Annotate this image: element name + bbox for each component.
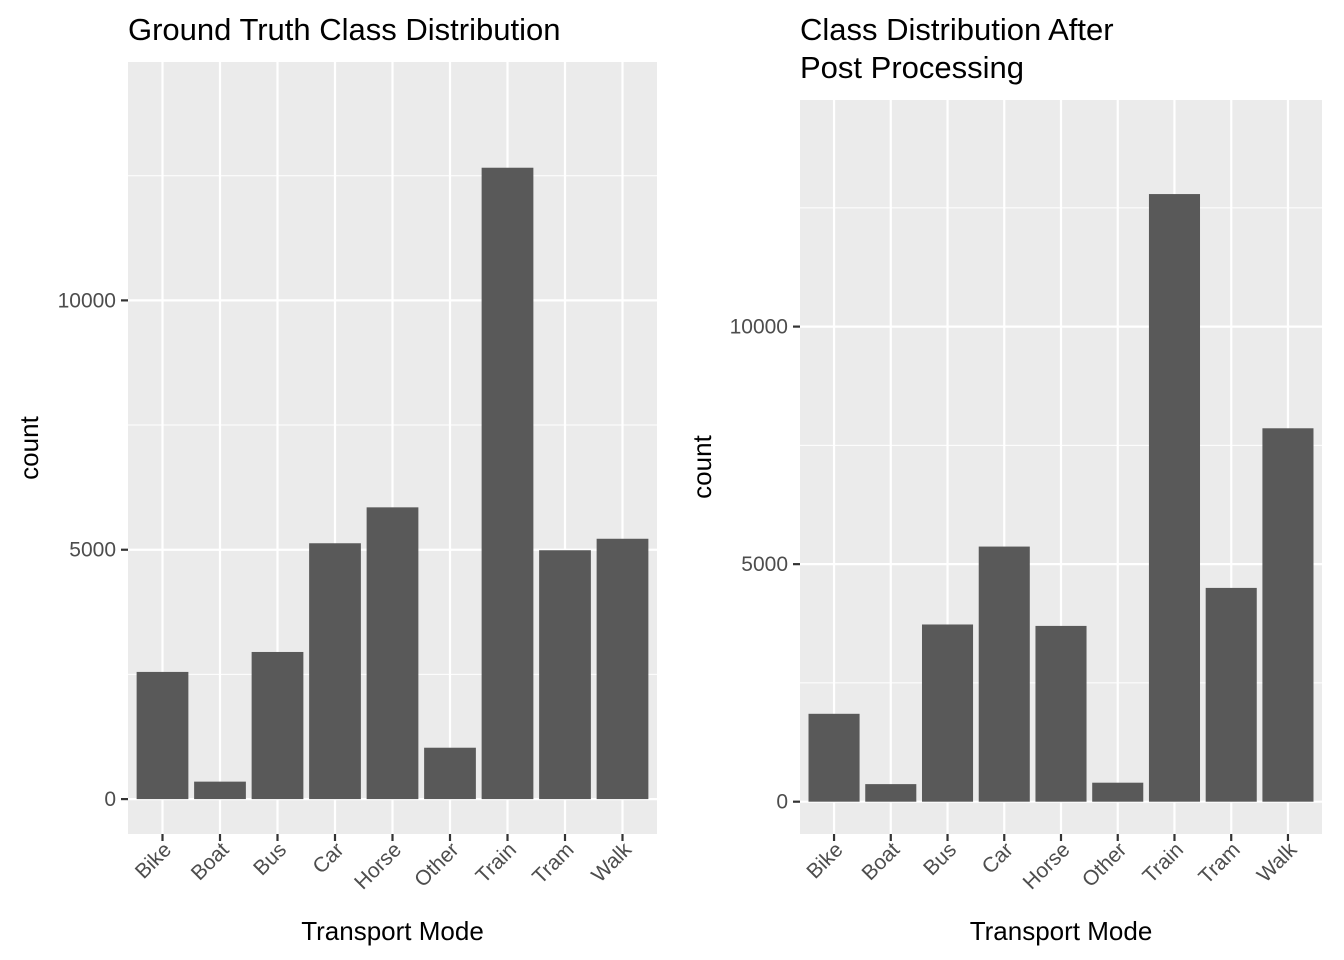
y-tick-label: 5000	[69, 539, 116, 562]
y-tick-label: 10000	[730, 316, 788, 339]
x-axis-title: Transport Mode	[970, 916, 1153, 946]
y-axis-title: count	[14, 415, 44, 479]
y-tick-label: 10000	[58, 289, 116, 312]
bar-bike	[136, 671, 189, 800]
x-tick-label: Other	[1078, 838, 1131, 891]
x-tick-label: Bike	[802, 838, 847, 883]
chart-title: Ground Truth Class Distribution	[128, 12, 560, 47]
bar-tram	[1205, 587, 1257, 802]
x-tick-label: Car	[308, 838, 348, 878]
x-tick-label: Other	[410, 838, 463, 891]
x-tick-label: Bus	[249, 838, 291, 880]
x-tick-label: Train	[471, 838, 521, 888]
bar-other	[1092, 782, 1144, 802]
bar-walk	[1262, 428, 1314, 802]
bar-walk	[596, 538, 649, 800]
bar-car	[309, 543, 361, 800]
bar-boat	[865, 784, 917, 802]
x-tick-label: Horse	[350, 838, 406, 894]
chart-title: Class Distribution After	[800, 12, 1114, 47]
x-tick-label: Car	[978, 838, 1018, 878]
bar-car	[978, 546, 1030, 802]
y-tick-label: 0	[104, 788, 116, 811]
x-tick-label: Boat	[187, 838, 234, 885]
x-tick-label: Bike	[131, 838, 176, 883]
x-tick-label: Boat	[858, 838, 905, 885]
bar-other	[424, 747, 476, 800]
bar-bus	[251, 651, 304, 800]
bar-horse	[366, 507, 419, 800]
bar-train	[1148, 194, 1201, 802]
x-tick-label: Horse	[1019, 838, 1075, 894]
x-tick-label: Tram	[528, 838, 578, 888]
y-tick-label: 5000	[741, 553, 788, 576]
bar-bike	[808, 713, 860, 802]
x-tick-label: Walk	[1253, 838, 1302, 887]
x-tick-label: Walk	[587, 838, 636, 887]
x-tick-label: Train	[1138, 838, 1188, 888]
bar-tram	[539, 550, 591, 800]
bar-train	[481, 167, 534, 800]
y-tick-label: 0	[776, 791, 788, 814]
x-tick-label: Tram	[1194, 838, 1244, 888]
x-axis-title: Transport Mode	[301, 916, 484, 946]
chart-title: Post Processing	[800, 50, 1024, 85]
x-tick-label: Bus	[919, 838, 961, 880]
y-axis-title: count	[687, 434, 717, 498]
bar-bus	[921, 624, 974, 802]
bar-boat	[194, 781, 246, 800]
bar-horse	[1035, 625, 1087, 802]
